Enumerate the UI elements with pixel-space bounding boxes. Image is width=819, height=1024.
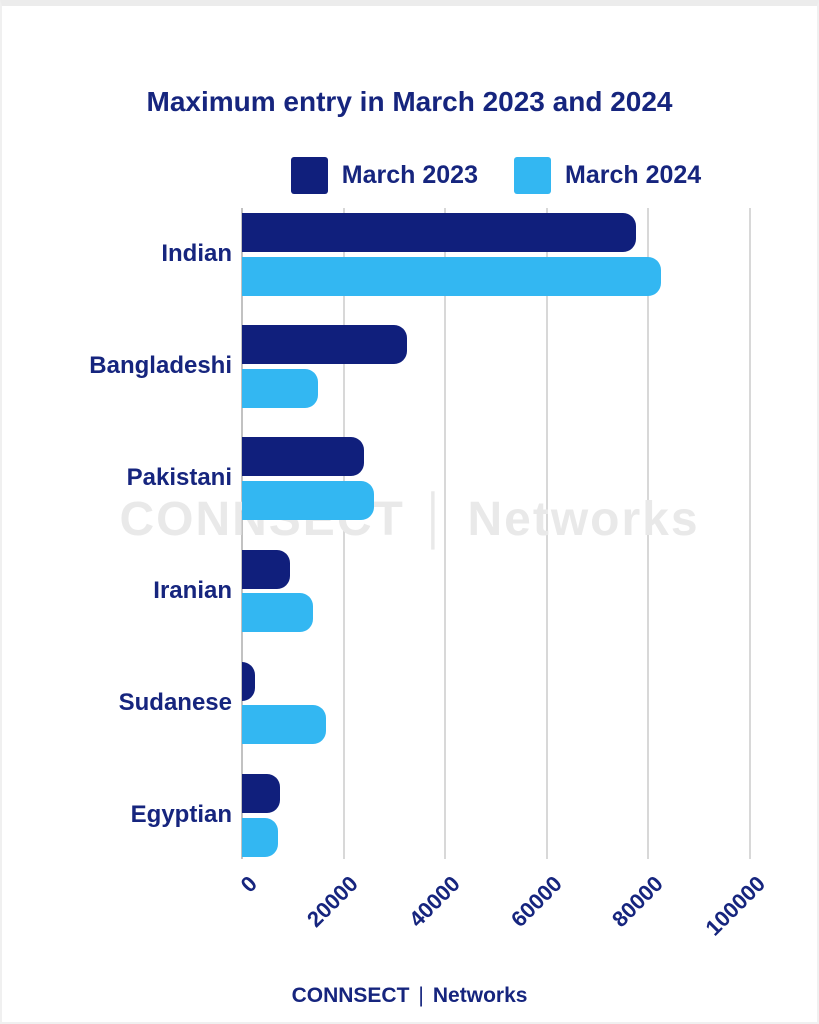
x-tick-label-100000: 100000 [700, 871, 770, 941]
legend-item-march-2024: March 2024 [514, 156, 702, 194]
bar-march-2024-pakistani [242, 480, 375, 520]
bar-march-2024-egyptian [242, 817, 278, 857]
bar-march-2024-sudanese [242, 705, 326, 745]
footer-separator: | [418, 984, 424, 1007]
footer-logo: CONNSECT | Networks [2, 984, 817, 1008]
x-tick-label-0: 0 [235, 871, 262, 898]
gridline-40000 [444, 208, 447, 859]
watermark: CONNSECT │ Networks [119, 493, 700, 546]
gridline-60000 [545, 208, 548, 859]
bar-march-2023-indian [242, 213, 636, 252]
chart-title: Maximum entry in March 2023 and 2024 [146, 86, 673, 117]
category-label-sudanese: Sudanese [118, 688, 232, 716]
x-tick-label-40000: 40000 [403, 871, 465, 932]
bar-march-2024-bangladeshi [242, 368, 319, 408]
bar-march-2024-indian [242, 256, 662, 296]
legend-label-march-2024: March 2024 [565, 160, 702, 189]
gridline-100000 [749, 208, 751, 859]
legend-swatch-march-2023 [290, 156, 328, 194]
category-label-bangladeshi: Bangladeshi [89, 352, 232, 380]
y-axis-line [241, 208, 243, 859]
bar-march-2023-iranian [242, 549, 291, 589]
legend: March 2023 March 2024 [242, 156, 750, 194]
footer-brand: CONNSECT [291, 984, 410, 1007]
category-label-indian: Indian [161, 240, 232, 267]
bar-march-2023-egyptian [242, 774, 281, 813]
bar-march-2023-bangladeshi [242, 325, 408, 365]
bar-march-2024-iranian [242, 593, 314, 633]
legend-swatch-march-2024 [514, 156, 551, 194]
x-tick-label-60000: 60000 [505, 871, 567, 932]
plot-area: 0 20000 40000 60000 80000 100000 Indian Banglad… [2, 6, 817, 1022]
category-label-iranian: Iranian [153, 576, 232, 604]
bar-march-2023-sudanese [242, 661, 255, 701]
x-tick-label-80000: 80000 [607, 871, 669, 932]
gridline-20000 [342, 208, 345, 859]
legend-item-march-2023: March 2023 [290, 156, 478, 194]
bar-march-2023-pakistani [242, 437, 364, 477]
category-label-egyptian: Egyptian [130, 801, 232, 828]
gridline-80000 [647, 208, 650, 859]
category-label-pakistani: Pakistani [126, 464, 232, 492]
legend-label-march-2023: March 2023 [341, 160, 478, 189]
footer-name: Networks [432, 984, 528, 1007]
x-tick-label-20000: 20000 [302, 871, 364, 932]
